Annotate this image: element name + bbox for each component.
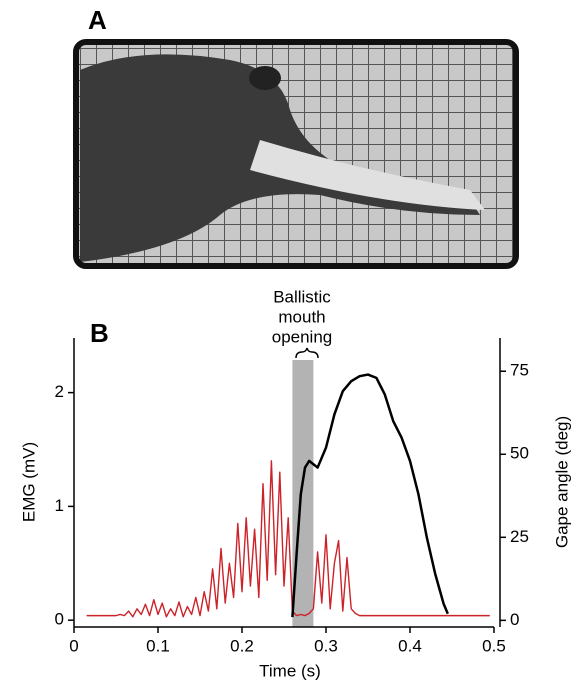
y2-tick-label: 50 [510,444,529,463]
photo [73,39,519,269]
annotation: opening [272,327,333,346]
line-series [291,373,449,618]
x-tick-label: 0.4 [398,636,422,655]
x-axis-label: Time (s) [259,661,321,680]
x-tick-label: 0.2 [230,636,254,655]
eye [249,66,281,90]
y2-tick-label: 25 [510,527,529,546]
panel-label: A [88,5,107,35]
y2-tick-label: 75 [510,361,529,380]
y-tick-label: 0 [55,610,64,629]
y-tick-label: 1 [55,496,64,515]
x-tick-label: 0.3 [314,636,338,655]
x-tick-label: 0.1 [146,636,170,655]
annotation: mouth [278,307,325,326]
x-tick-label: 0.5 [482,636,506,655]
annotation: Ballistic [273,287,331,306]
x-tick-label: 0 [69,636,78,655]
panel-label: B [90,318,109,348]
y2-axis-label: Gape angle (deg) [552,416,571,548]
photo-frame [73,39,519,269]
y-tick-label: 2 [55,382,64,401]
tongue [250,140,485,210]
highlight-band [292,360,314,627]
y-axis-label: EMG (mV) [19,442,38,522]
brace [295,347,319,359]
y2-tick-label: 0 [510,610,519,629]
line-series [86,460,490,618]
